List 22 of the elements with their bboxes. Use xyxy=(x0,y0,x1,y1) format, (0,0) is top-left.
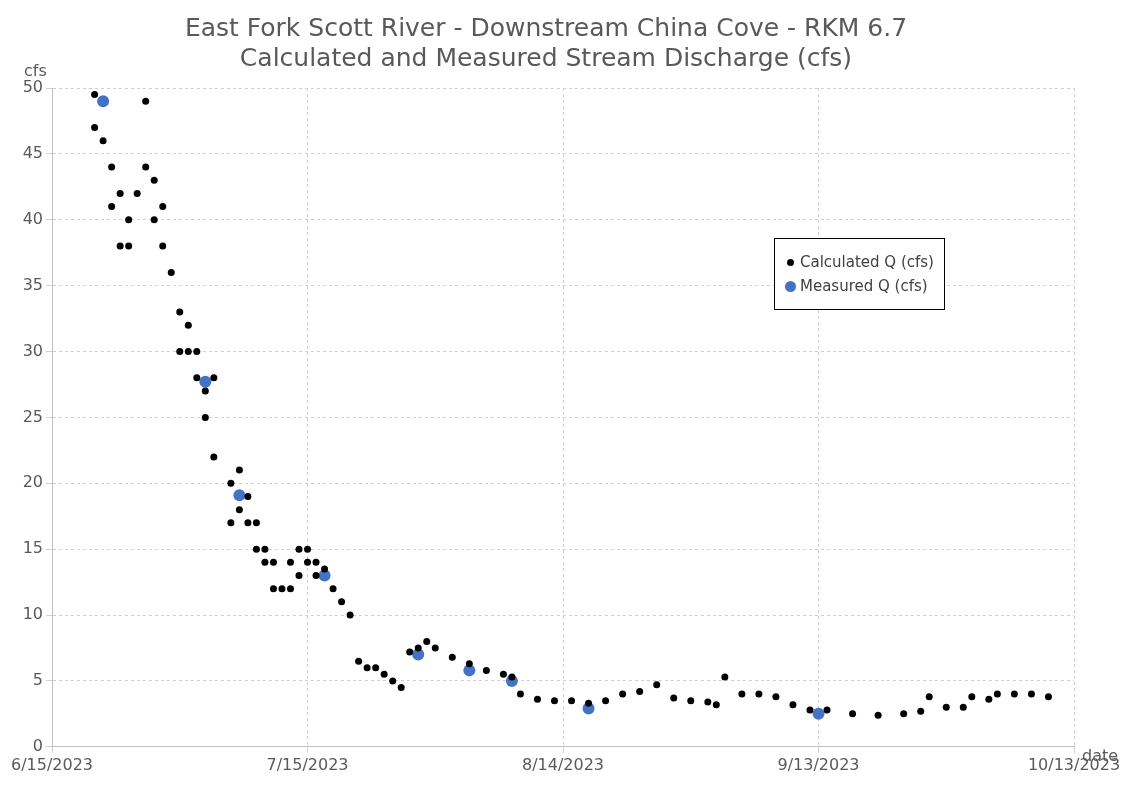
text: East Fork Scott River - Downstream China Cove - RKM 6.7 xyxy=(184,12,908,42)
y-tick-label: 5 xyxy=(32,670,44,690)
x-tick-label: 8/14/2023 xyxy=(521,754,605,774)
y-tick-label: 40 xyxy=(22,208,44,228)
text: Calculated and Measured Stream Discharge (cfs) xyxy=(239,42,853,72)
x-tick-label: 6/15/2023 xyxy=(11,754,94,774)
y-tick-label: 0 xyxy=(32,735,44,755)
y-tick-label: 35 xyxy=(22,274,44,294)
x-tick-label: 9/13/2023 xyxy=(777,754,860,774)
point xyxy=(233,489,246,502)
point xyxy=(199,375,212,388)
legend-label: Measured Q (cfs) xyxy=(800,277,928,295)
y-tick-label: 30 xyxy=(22,340,44,360)
y-tick-label: 45 xyxy=(22,143,44,163)
y-tick-label: 10 xyxy=(22,604,44,624)
point xyxy=(97,95,110,108)
legend-label: Calculated Q (cfs) xyxy=(800,253,934,271)
y-tick-label: 25 xyxy=(22,406,44,426)
y-tick-label: 20 xyxy=(22,472,44,492)
point xyxy=(812,707,825,720)
y-tick-label: 15 xyxy=(22,538,44,558)
x-tick-label: 7/15/2023 xyxy=(266,754,349,774)
